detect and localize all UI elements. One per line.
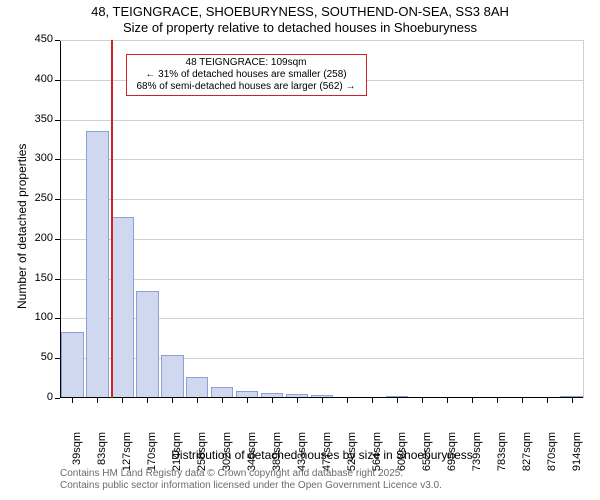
xtick-mark [297,398,298,403]
x-axis-label: Distribution of detached houses by size … [60,448,584,462]
xtick-mark [147,398,148,403]
xtick-mark [72,398,73,403]
histogram-bar [111,217,133,398]
bottom-axis-line [60,397,584,398]
xtick-mark [522,398,523,403]
attribution-text: Contains HM Land Registry data © Crown c… [60,468,442,492]
annotation-box: 48 TEIGNGRACE: 109sqm← 31% of detached h… [126,54,367,96]
ytick-label: 150 [25,272,53,284]
histogram-bar [61,332,83,398]
xtick-mark [172,398,173,403]
xtick-mark [272,398,273,403]
xtick-mark [572,398,573,403]
xtick-mark [247,398,248,403]
xtick-mark [347,398,348,403]
attribution-line1: Contains HM Land Registry data © Crown c… [60,468,442,480]
xtick-mark [197,398,198,403]
gridline-h [60,239,584,240]
xtick-mark [122,398,123,403]
xtick-mark [97,398,98,403]
chart-subtitle: Size of property relative to detached ho… [0,20,600,35]
gridline-h [60,159,584,160]
gridline-h [60,199,584,200]
ytick-label: 50 [25,351,53,363]
ytick-label: 400 [25,73,53,85]
ytick-label: 350 [25,113,53,125]
attribution-line2: Contains public sector information licen… [60,480,442,492]
xtick-mark [472,398,473,403]
top-axis-line [60,40,584,41]
ytick-label: 0 [25,391,53,403]
ytick-label: 450 [25,33,53,45]
annotation-line1: 48 TEIGNGRACE: 109sqm [131,57,362,69]
plot-area: 05010015020025030035040045039sqm83sqm127… [60,40,584,398]
annotation-line2: ← 31% of detached houses are smaller (25… [131,69,362,81]
reference-line [111,40,113,398]
y-axis-label: Number of detached properties [15,144,29,309]
left-axis-line [60,40,61,398]
ytick-label: 100 [25,311,53,323]
gridline-h [60,279,584,280]
annotation-line3: 68% of semi-detached houses are larger (… [131,81,362,93]
xtick-mark [372,398,373,403]
xtick-mark [222,398,223,403]
ytick-label: 200 [25,232,53,244]
gridline-h [60,120,584,121]
histogram-bar [136,291,158,398]
xtick-mark [397,398,398,403]
ytick-mark [55,398,60,399]
xtick-mark [497,398,498,403]
right-axis-line [583,40,584,398]
ytick-label: 300 [25,152,53,164]
xtick-mark [322,398,323,403]
ytick-label: 250 [25,192,53,204]
histogram-bar [186,377,208,398]
xtick-mark [422,398,423,403]
histogram-bar [86,131,108,398]
chart-title-line1: 48, TEIGNGRACE, SHOEBURYNESS, SOUTHEND-O… [0,4,600,19]
histogram-bar [161,355,183,398]
xtick-mark [447,398,448,403]
xtick-mark [547,398,548,403]
chart-root: { "title_line1": "48, TEIGNGRACE, SHOEBU… [0,0,600,500]
